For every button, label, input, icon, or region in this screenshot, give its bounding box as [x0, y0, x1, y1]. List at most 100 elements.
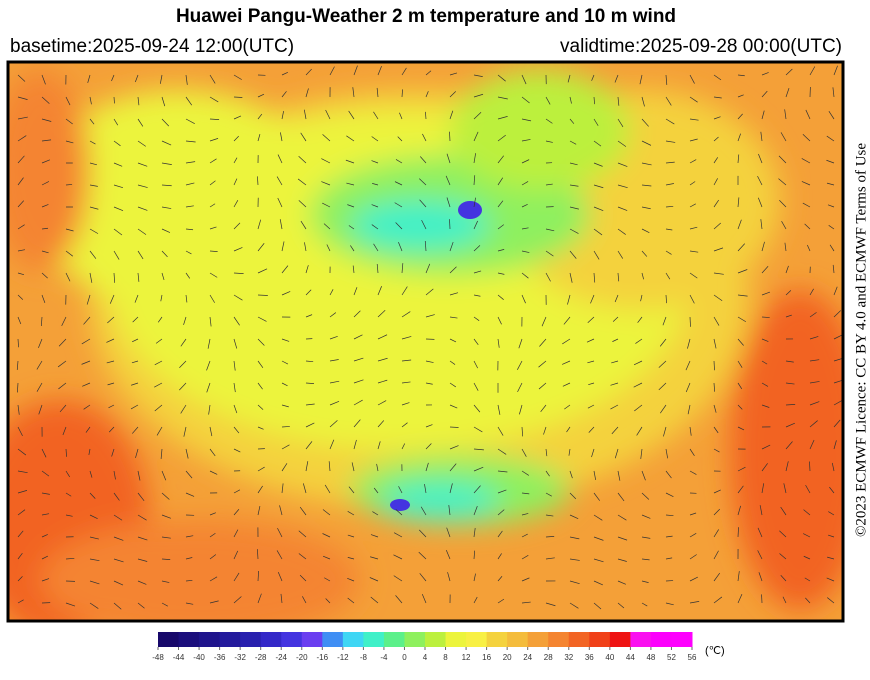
- wind-arrow: [641, 558, 650, 561]
- colorbar-tick-label: 52: [667, 653, 676, 662]
- wind-arrow: [207, 338, 211, 349]
- wind-arrow: [257, 506, 261, 516]
- wind-arrow: [321, 181, 331, 186]
- wind-arrow: [562, 360, 571, 365]
- wind-arrow: [41, 227, 49, 230]
- wind-arrow: [161, 162, 172, 165]
- wind-arrow: [828, 111, 835, 120]
- wind-arrow: [160, 448, 163, 459]
- wind-arrow: [424, 483, 427, 494]
- colorbar-swatch: [199, 632, 221, 647]
- wind-arrow: [617, 558, 627, 562]
- wind-arrow: [545, 492, 552, 497]
- wind-arrow: [497, 598, 505, 604]
- wind-arrow: [397, 136, 403, 142]
- wind-arrow: [641, 184, 652, 187]
- temperature-field: [8, 62, 843, 621]
- wind-arrow: [377, 441, 381, 450]
- wind-arrow: [521, 555, 529, 560]
- wind-arrow: [446, 153, 451, 164]
- wind-arrow: [420, 506, 427, 516]
- wind-arrow: [713, 529, 719, 538]
- wind-arrow: [761, 483, 765, 494]
- wind-arrow: [539, 338, 547, 347]
- colorbar-unit: (℃): [705, 645, 725, 657]
- wind-arrow: [569, 272, 573, 283]
- wind-arrow: [521, 533, 528, 538]
- wind-arrow: [17, 382, 19, 393]
- wind-arrow: [393, 554, 403, 560]
- wind-arrow: [107, 382, 115, 386]
- wind-arrow: [106, 360, 115, 364]
- wind-arrow: [473, 466, 484, 472]
- wind-arrow: [305, 88, 309, 98]
- wind-arrow: [65, 184, 73, 186]
- wind-arrow: [17, 490, 28, 494]
- wind-arrow: [257, 219, 262, 230]
- wind-arrow: [829, 486, 835, 494]
- wind-arrow: [612, 338, 619, 342]
- wind-arrow: [779, 199, 787, 208]
- wind-arrow: [569, 470, 573, 479]
- wind-arrow: [617, 140, 627, 147]
- wind-arrow: [61, 316, 67, 327]
- wind-arrow: [761, 444, 771, 450]
- wind-arrow: [113, 250, 120, 260]
- wind-arrow: [614, 448, 619, 459]
- wind-arrow: [569, 558, 580, 561]
- wind-arrow: [299, 574, 307, 582]
- wind-arrow: [569, 250, 577, 259]
- wind-arrow: [209, 600, 219, 604]
- wind-arrow: [257, 134, 261, 142]
- wind-arrow: [826, 577, 835, 582]
- wind-arrow: [17, 249, 26, 252]
- wind-arrow: [58, 382, 67, 390]
- wind-arrow: [372, 183, 379, 186]
- wind-arrow: [809, 381, 820, 384]
- wind-arrow: [829, 244, 835, 252]
- wind-arrow: [113, 536, 124, 541]
- wind-arrow: [636, 426, 643, 436]
- wind-arrow: [277, 527, 283, 538]
- colorbar-swatch: [240, 632, 262, 647]
- wind-arrow: [185, 228, 194, 231]
- wind-arrow: [401, 286, 408, 296]
- wind-arrow: [593, 184, 604, 189]
- wind-arrow: [279, 505, 283, 516]
- wind-arrow: [160, 294, 163, 302]
- wind-arrow: [401, 263, 404, 274]
- license: ©2023 ECMWF Licence: CC BY 4.0 and ECMWF…: [853, 143, 869, 537]
- wind-arrow: [545, 536, 555, 538]
- wind-arrow: [593, 558, 604, 563]
- wind-arrow: [394, 181, 403, 186]
- wind-arrow: [497, 134, 506, 142]
- wind-arrow: [17, 599, 24, 604]
- wind-arrow: [545, 448, 548, 457]
- wind-arrow: [473, 131, 479, 142]
- wind-arrow: [303, 109, 307, 120]
- wind-arrow: [807, 244, 811, 252]
- wind-arrow: [521, 250, 530, 253]
- wind-arrow: [761, 360, 768, 365]
- colorbar-tick-label: 0: [402, 653, 407, 662]
- colorbar-tick-label: 16: [482, 653, 491, 662]
- wind-arrow: [17, 116, 28, 120]
- wind-arrow: [86, 294, 91, 305]
- wind-arrow: [298, 200, 307, 208]
- wind-arrow: [803, 555, 811, 560]
- wind-arrow: [593, 206, 604, 211]
- wind-arrow: [785, 265, 789, 274]
- wind-arrow: [713, 96, 722, 99]
- wind-arrow: [305, 382, 315, 384]
- wind-arrow: [393, 532, 403, 538]
- wind-arrow: [281, 265, 289, 274]
- wind-arrow: [562, 338, 571, 345]
- wind-arrow: [663, 426, 667, 437]
- wind-arrow: [665, 161, 675, 164]
- wind-arrow: [137, 250, 144, 260]
- wind-arrow: [665, 294, 667, 304]
- wind-arrow: [567, 74, 571, 83]
- wind-arrow: [371, 224, 379, 230]
- wind-arrow: [586, 338, 595, 343]
- wind-arrow: [713, 448, 720, 453]
